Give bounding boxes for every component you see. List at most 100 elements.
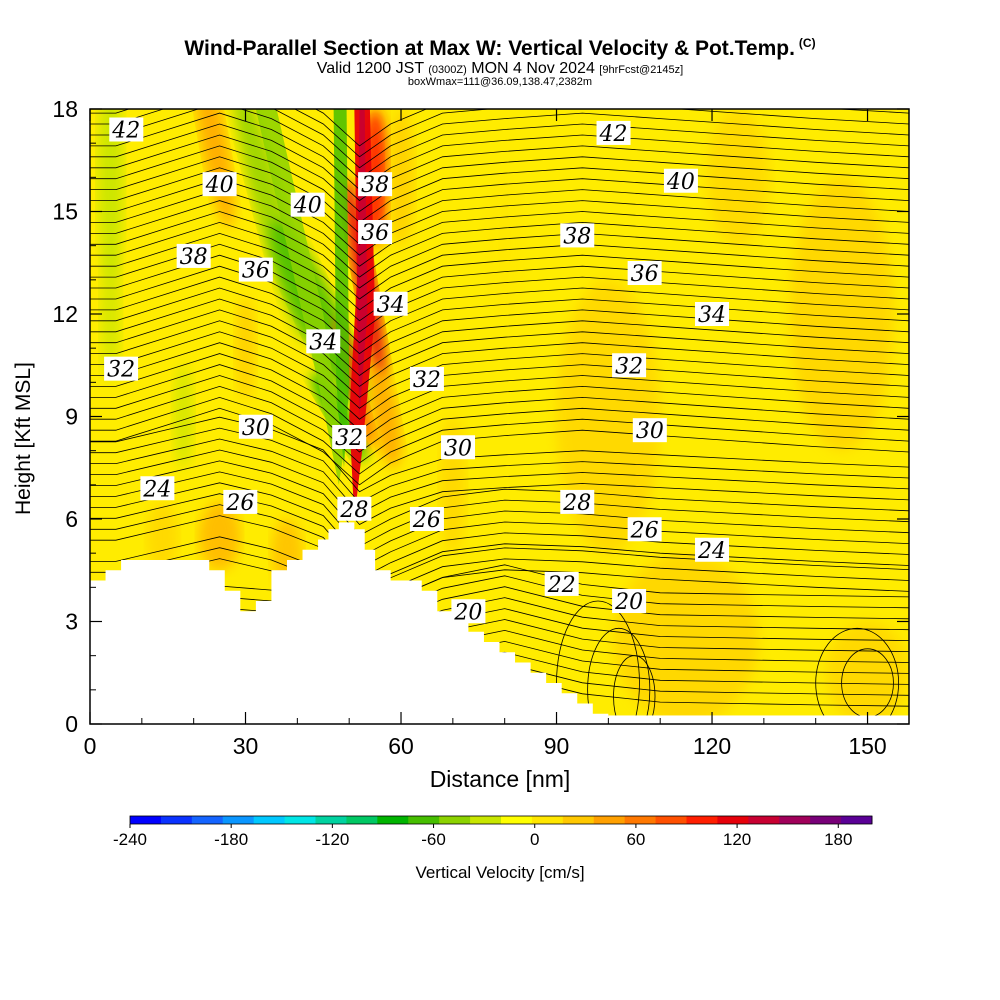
y-tick-label: 3	[65, 609, 78, 635]
contour-label: 32	[612, 353, 647, 379]
contour-label-text: 40	[293, 194, 322, 219]
theta-contour	[90, 221, 909, 300]
chart-subtitle: Valid 1200 JST (0300Z) MON 4 Nov 2024 [9…	[316, 60, 684, 77]
y-tick-label: 12	[52, 301, 78, 327]
theta-contour	[90, 407, 909, 486]
contour-label-text: 26	[412, 508, 441, 533]
contour-label-text: 40	[205, 173, 234, 198]
theta-contour	[90, 211, 909, 289]
theta-contour	[613, 655, 656, 724]
contour-label-bg	[337, 496, 372, 521]
colorbar-tick-label: -120	[315, 830, 349, 849]
colorbar-frame	[129, 815, 873, 825]
colorbar-swatch	[501, 816, 533, 824]
theta-contours	[90, 109, 909, 724]
colorbar-tick-label: -240	[113, 830, 147, 849]
terrain-base	[608, 715, 909, 724]
contour-label-bg	[358, 220, 393, 244]
field-blob	[369, 365, 402, 468]
theta-contour	[90, 112, 909, 191]
colorbar-swatch	[284, 816, 316, 824]
theta-contour	[90, 331, 909, 409]
contour-label: 40	[202, 172, 237, 198]
theta-contour	[90, 309, 909, 387]
field-blob	[97, 109, 124, 280]
field-blob	[789, 177, 894, 451]
colorbar-swatch	[130, 816, 162, 824]
colorbar-swatch	[408, 816, 440, 824]
colorbar-swatch	[779, 816, 811, 824]
contour-label: 32	[332, 425, 367, 451]
contour-label: 32	[409, 366, 444, 393]
theta-contour	[90, 342, 909, 420]
contour-label: 28	[560, 489, 595, 516]
contour-label: 20	[451, 599, 486, 625]
field-blob	[483, 177, 526, 314]
contour-label-bg	[358, 172, 393, 197]
colorbar-swatch	[439, 816, 471, 824]
contour-label: 26	[409, 507, 444, 533]
contour-label-text: 32	[107, 358, 135, 383]
theta-contour	[90, 460, 909, 536]
colorbar-tick-label: 0	[530, 830, 539, 849]
theta-contour	[90, 265, 909, 344]
contour-label-bg	[238, 257, 273, 282]
contour-label-text: 38	[180, 245, 208, 270]
x-tick-label: 60	[388, 733, 414, 759]
contour-label: 24	[140, 476, 175, 502]
theta-contour	[90, 145, 909, 223]
x-tick-label: 150	[848, 733, 886, 759]
contour-label-text: 34	[698, 303, 726, 328]
colorbar-swatch	[562, 816, 595, 824]
contour-label-text: 20	[614, 590, 643, 615]
colorbar-swatch	[748, 816, 780, 824]
copyright: (C)	[798, 36, 816, 50]
colorbar-swatch	[655, 816, 687, 824]
contour-label-bg	[109, 117, 144, 142]
colorbar-swatch	[717, 816, 749, 824]
contour-label-text: 24	[697, 539, 726, 564]
contour-label: 34	[306, 329, 341, 355]
theta-contour	[815, 627, 900, 724]
x-tick-label: 90	[544, 733, 570, 759]
colorbar-swatch	[160, 816, 193, 824]
theta-contour	[90, 298, 909, 377]
theta-contour	[90, 449, 909, 526]
contour-label-text: 32	[413, 368, 441, 393]
contour-label-bg	[409, 366, 444, 391]
field-blob	[235, 296, 256, 400]
colorbar-label: Vertical Velocity [cm/s]	[415, 863, 585, 882]
theta-contour	[90, 200, 909, 278]
theta-contour	[90, 353, 909, 431]
contour-label-bg	[409, 507, 444, 531]
contour-label-bg	[290, 192, 325, 217]
colorbar-swatch	[377, 816, 409, 824]
colorbar-swatch	[315, 816, 347, 824]
field-blob	[172, 365, 194, 468]
theta-contour	[90, 109, 909, 180]
colorbar-swatch	[841, 816, 873, 824]
contour-label-text: 36	[631, 262, 659, 287]
theta-contour	[90, 320, 909, 398]
contour-label-bg	[612, 589, 647, 613]
colorbar-swatch	[191, 816, 224, 824]
contour-label-text: 32	[615, 354, 643, 379]
colorbar-tick-label: 60	[626, 830, 645, 849]
contour-label-text: 26	[630, 518, 659, 543]
colorbar-tick-label: -60	[421, 830, 446, 849]
field-blob	[613, 553, 759, 724]
contour-label-text: 36	[361, 221, 389, 246]
contour-label-bg	[140, 476, 175, 501]
contour-label-text: 36	[242, 259, 270, 284]
theta-contour	[587, 627, 651, 724]
y-tick-label: 18	[52, 96, 78, 122]
contour-label: 38	[358, 172, 393, 198]
field-blob	[100, 245, 122, 383]
theta-contour	[90, 396, 909, 475]
contour-label-bg	[451, 599, 486, 624]
theta-contour	[90, 416, 909, 493]
theta-contour	[314, 109, 909, 147]
colorbar-swatch	[346, 816, 378, 824]
contour-label-text: 30	[636, 419, 664, 444]
